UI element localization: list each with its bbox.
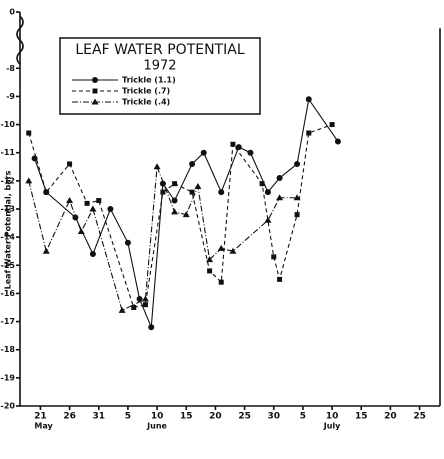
data-point <box>235 144 242 151</box>
data-point <box>264 189 271 196</box>
axis-break <box>16 15 24 65</box>
data-point <box>218 189 225 196</box>
month-label: May <box>34 422 53 431</box>
data-point <box>89 251 96 258</box>
x-tick-label: 20 <box>384 412 397 422</box>
y-tick-label: -16 <box>1 289 16 298</box>
legend-subtitle: 1972 <box>143 59 176 74</box>
x-tick-label: 25 <box>238 412 251 422</box>
series-line <box>34 97 339 328</box>
data-point <box>131 305 137 310</box>
x-tick-label: 10 <box>326 412 339 422</box>
data-point <box>217 244 225 251</box>
data-point <box>189 189 195 195</box>
x-tick-label: 15 <box>355 412 368 422</box>
y-tick-label: -8 <box>6 64 15 73</box>
x-tick-label: 5 <box>300 412 306 422</box>
data-point <box>334 138 341 145</box>
data-point <box>200 149 207 156</box>
x-tick-label: 30 <box>267 412 280 422</box>
x-tick-label: 26 <box>63 412 76 422</box>
data-point <box>124 239 131 246</box>
data-point <box>171 197 178 204</box>
data-point <box>172 181 178 187</box>
data-point <box>306 130 312 136</box>
data-point <box>206 256 214 263</box>
y-tick-label: -9 <box>6 92 15 101</box>
x-tick-label: 15 <box>180 412 193 422</box>
data-point <box>107 206 114 212</box>
data-point <box>171 208 179 215</box>
legend-marker <box>92 77 98 83</box>
data-point <box>271 254 277 260</box>
y-tick-label: -13 <box>1 205 15 214</box>
data-point <box>96 198 102 204</box>
x-tick-label: 25 <box>413 412 426 422</box>
data-point <box>294 212 300 218</box>
data-point <box>329 122 335 128</box>
y-tick-label: -19 <box>1 373 16 382</box>
y-tick-label: -12 <box>1 176 15 185</box>
y-tick-label: -15 <box>1 261 16 270</box>
data-point <box>66 197 74 204</box>
data-point <box>294 160 301 167</box>
data-point <box>277 276 283 282</box>
month-label: July <box>323 422 341 431</box>
data-point <box>89 205 97 212</box>
data-point <box>218 279 224 285</box>
data-point <box>229 247 237 254</box>
y-tick-label: -20 <box>1 402 16 411</box>
x-tick-label: 31 <box>92 412 105 422</box>
x-tick-label: 5 <box>125 412 131 422</box>
x-tick-label: 20 <box>209 412 222 422</box>
x-tick-label: 21 <box>34 412 47 422</box>
y-axis-label: Leaf Water Potential, bars <box>4 170 13 289</box>
data-point <box>160 189 166 195</box>
data-point <box>148 324 155 331</box>
data-point <box>77 228 85 235</box>
data-point <box>141 295 149 302</box>
y-tick-label: 0 <box>9 8 15 17</box>
y-tick-label: -10 <box>1 120 16 129</box>
data-point <box>259 181 265 187</box>
legend-marker <box>91 98 99 105</box>
legend-box <box>59 37 261 115</box>
data-point <box>84 200 90 206</box>
data-point <box>25 177 33 184</box>
data-point <box>305 96 312 103</box>
month-label: June <box>146 422 167 431</box>
data-point <box>153 163 161 170</box>
data-point <box>276 194 284 201</box>
data-point <box>118 306 126 313</box>
y-tick-label: -11 <box>1 148 16 157</box>
legend-label: Trickle (1.1) <box>122 76 176 85</box>
legend-label: Trickle (.4) <box>122 98 170 107</box>
data-point <box>276 175 283 182</box>
data-point <box>142 302 148 308</box>
data-point <box>189 160 196 167</box>
legend-label: Trickle (.7) <box>122 87 170 96</box>
data-point <box>26 130 32 136</box>
data-point <box>207 268 213 274</box>
data-point <box>194 182 202 189</box>
y-tick-label: -17 <box>1 317 15 326</box>
y-tick-label: -18 <box>1 345 16 354</box>
data-point <box>293 194 301 201</box>
data-point <box>42 247 50 254</box>
x-tick-label: 10 <box>151 412 164 422</box>
legend-marker <box>92 88 98 94</box>
data-point <box>43 189 49 195</box>
data-point <box>67 161 73 167</box>
legend-title: LEAF WATER POTENTIAL <box>75 42 244 58</box>
data-point <box>264 216 272 223</box>
data-point <box>182 211 190 218</box>
y-tick-label: -14 <box>1 233 16 242</box>
data-point <box>230 141 236 147</box>
data-point <box>247 149 254 156</box>
